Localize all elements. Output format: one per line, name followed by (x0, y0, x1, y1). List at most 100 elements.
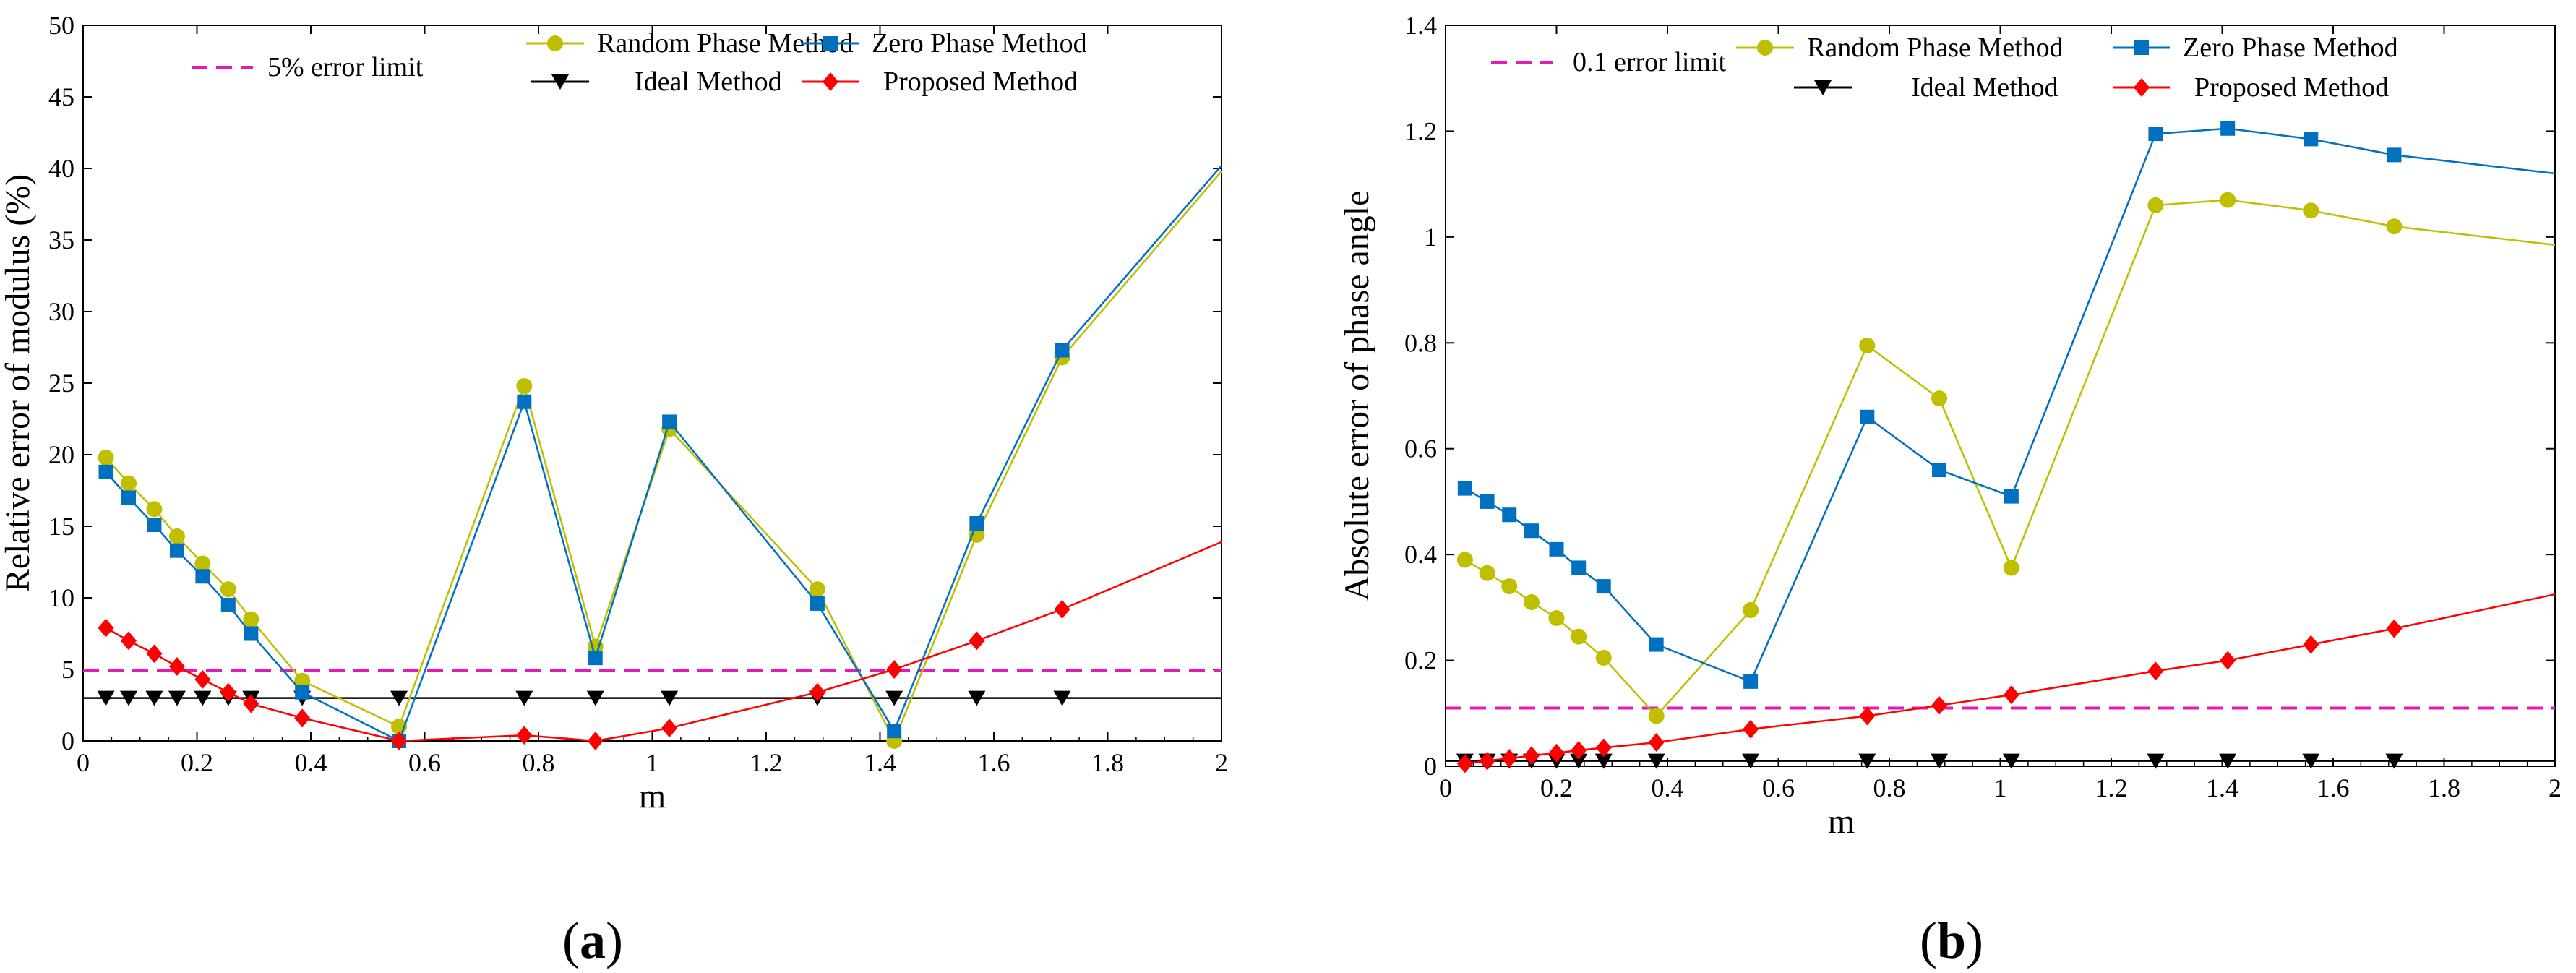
data-point (2003, 685, 2019, 705)
y-tick-label: 1.2 (1404, 116, 1437, 145)
chart-modulus-error: 0 0.2 0.4 0.6 0.8 1 1.2 1.4 1.6 1.8 20510152025303… (0, 11, 1228, 815)
data-point (2002, 753, 2020, 769)
data-point (1502, 507, 1517, 523)
data-point (969, 631, 985, 651)
x-tick-label: 1 (1994, 773, 2007, 802)
x-tick-label: 1.2 (750, 748, 783, 777)
data-point (2386, 619, 2403, 638)
data-point (294, 708, 311, 728)
data-point (1524, 523, 1539, 539)
data-point (1595, 649, 1612, 666)
legend-marker (547, 35, 563, 51)
data-point (1743, 719, 1759, 739)
data-point (2219, 753, 2237, 769)
legend-label: 5% error limit (267, 52, 424, 82)
data-point (2302, 753, 2320, 769)
data-point (390, 690, 408, 706)
data-point (145, 690, 163, 706)
data-point (1648, 733, 1665, 753)
chart-phase-error: 0 0.2 0.4 0.6 0.8 1 1.2 1.4 1.6 1.8 2 0 0.2 0.4 0.6 0.8… (1338, 11, 2562, 841)
legend-label: Ideal Method (635, 67, 782, 97)
y-tick-label: 35 (48, 226, 74, 254)
data-point (1931, 695, 1948, 715)
data-point (1594, 753, 1613, 769)
data-point (2304, 132, 2319, 147)
data-point (1859, 337, 1876, 353)
x-tick-label: 0.2 (181, 748, 213, 777)
data-point (195, 569, 210, 584)
legend-entry: 5% error limit (192, 52, 424, 82)
x-tick-label: 0 (77, 748, 90, 777)
data-point (886, 660, 903, 679)
data-point (661, 719, 678, 738)
legend-label: Zero Phase Method (2183, 33, 2398, 63)
data-point (1479, 565, 1495, 581)
data-point (168, 528, 185, 544)
data-point (1932, 463, 1947, 477)
series-proposed-method (1456, 593, 2556, 773)
series-proposed-method (98, 541, 1222, 750)
data-point (1743, 602, 1759, 619)
data-point (662, 414, 677, 429)
data-point (1549, 541, 1564, 557)
data-point (1571, 628, 1587, 645)
x-tick-label: 1.8 (1091, 748, 1124, 777)
legend-label: Proposed Method (883, 67, 1078, 97)
data-point (1456, 552, 1473, 568)
x-tick-label: 2 (2549, 773, 2562, 802)
data-point (1931, 390, 1948, 407)
data-point (1501, 749, 1518, 768)
y-tick-label: 45 (48, 82, 74, 111)
y-axis-label: Relative error of modulus (%) (0, 174, 37, 592)
data-point (2386, 218, 2403, 235)
x-tick-label: 1.4 (2206, 773, 2238, 802)
legend-entry: Proposed Method (802, 67, 1078, 97)
panel-label-b: (b) (1920, 912, 1983, 969)
data-point (98, 464, 113, 479)
series-zero-phase-method (1457, 121, 2556, 689)
legend-marker (2134, 40, 2149, 55)
data-point (120, 690, 137, 706)
x-tick-label: 0.8 (523, 748, 555, 777)
data-point (809, 581, 825, 598)
data-point (2220, 121, 2236, 136)
data-point (2303, 202, 2319, 219)
data-point (809, 682, 825, 702)
y-tick-label: 20 (48, 440, 74, 469)
legend-marker (823, 72, 838, 91)
data-point (146, 644, 163, 664)
y-tick-label: 0.4 (1404, 540, 1437, 569)
legend-label: Zero Phase Method (872, 28, 1087, 59)
data-point (1596, 579, 1611, 594)
data-point (2148, 127, 2163, 142)
y-tick-label: 15 (48, 512, 74, 541)
legend-entry: Zero Phase Method (2113, 33, 2398, 63)
y-tick-label: 0.2 (1404, 646, 1437, 675)
y-tick-label: 25 (48, 369, 74, 398)
data-point (1571, 560, 1587, 575)
legend-entry: 0.1 error limit (1491, 47, 1727, 77)
y-tick-label: 30 (48, 297, 74, 326)
data-point (586, 690, 604, 706)
data-point (1457, 481, 1472, 496)
x-axis-label: m (1828, 802, 1855, 841)
x-tick-label: 1 (646, 748, 659, 777)
y-tick-label: 10 (48, 583, 74, 612)
data-point (1480, 494, 1495, 509)
x-tick-label: 2 (1215, 748, 1228, 777)
data-point (168, 657, 185, 677)
data-point (516, 726, 533, 745)
data-point (121, 475, 137, 492)
x-tick-label: 1.4 (864, 748, 896, 777)
data-point (2303, 635, 2319, 654)
data-point (243, 694, 259, 713)
legend-marker (551, 74, 569, 90)
y-tick-label: 0.6 (1404, 434, 1437, 463)
data-point (2385, 753, 2403, 769)
legend-marker (1814, 80, 1832, 95)
panel-label-a: (a) (562, 912, 623, 969)
data-point (1055, 343, 1070, 358)
data-point (1523, 594, 1540, 611)
y-tick-label: 40 (48, 154, 74, 183)
